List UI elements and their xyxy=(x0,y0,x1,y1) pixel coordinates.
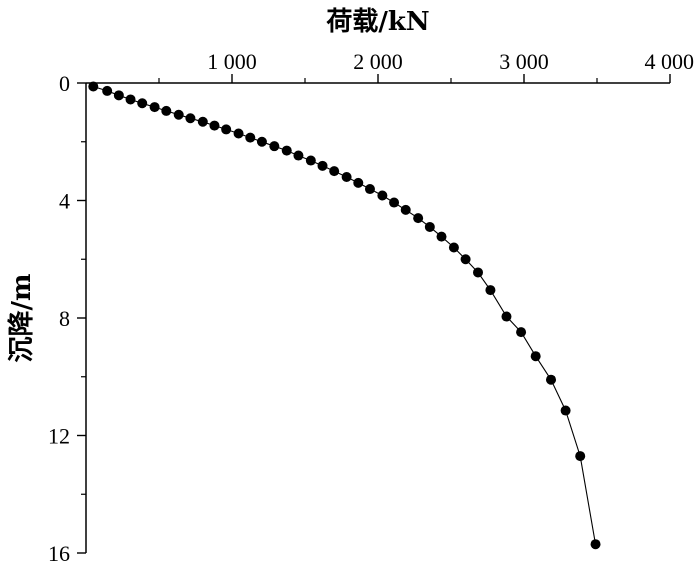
y-tick-label: 16 xyxy=(48,541,70,566)
data-point xyxy=(305,155,316,166)
data-point xyxy=(221,124,232,135)
data-point xyxy=(400,204,411,215)
data-point xyxy=(530,351,541,362)
data-point xyxy=(560,405,571,416)
data-point xyxy=(575,451,586,462)
data-point xyxy=(269,141,280,152)
data-point xyxy=(413,213,424,224)
data-point xyxy=(460,254,471,265)
data-point xyxy=(485,285,496,296)
y-axis-title: 沉降/m xyxy=(7,273,37,362)
data-point xyxy=(149,102,160,113)
data-point xyxy=(173,109,184,120)
data-point xyxy=(436,231,447,242)
x-tick-label: 2 000 xyxy=(353,49,403,74)
data-point xyxy=(88,81,99,92)
data-point xyxy=(161,105,172,116)
data-point xyxy=(377,190,388,201)
y-axis-ticks: 0 4 8 12 16 xyxy=(48,71,86,566)
data-point xyxy=(353,177,364,188)
data-point xyxy=(281,145,292,156)
data-point xyxy=(185,113,196,124)
data-point xyxy=(293,150,304,161)
data-point xyxy=(125,94,136,105)
x-tick-label: 4 000 xyxy=(645,49,695,74)
x-tick-label: 3 000 xyxy=(499,49,549,74)
data-point xyxy=(389,197,400,208)
series-line xyxy=(93,85,597,545)
y-tick-label: 12 xyxy=(48,424,70,449)
y-tick-label: 8 xyxy=(59,306,70,331)
data-point xyxy=(233,128,244,139)
x-tick-label: 1 000 xyxy=(207,49,257,74)
y-tick-label: 4 xyxy=(59,189,70,214)
plot-frame xyxy=(85,82,670,553)
data-point xyxy=(424,221,435,232)
data-point xyxy=(113,90,124,101)
x-axis-ticks: 1 000 2 000 3 000 4 000 xyxy=(158,49,695,83)
data-point xyxy=(448,242,459,253)
data-point xyxy=(137,98,148,109)
data-point xyxy=(501,311,512,322)
data-point xyxy=(546,374,557,385)
data-point xyxy=(102,85,113,96)
data-series xyxy=(88,81,601,550)
data-point xyxy=(516,327,527,338)
data-point xyxy=(317,160,328,171)
data-point xyxy=(364,184,375,195)
data-point xyxy=(473,267,484,278)
data-point xyxy=(341,172,352,182)
data-point xyxy=(245,132,256,143)
data-point xyxy=(590,539,601,550)
y-tick-label: 0 xyxy=(59,71,70,96)
data-point xyxy=(329,166,340,177)
x-axis-title: 荷载/kN xyxy=(326,7,429,37)
data-point xyxy=(256,136,267,147)
data-point xyxy=(197,116,208,127)
data-point xyxy=(209,120,220,131)
